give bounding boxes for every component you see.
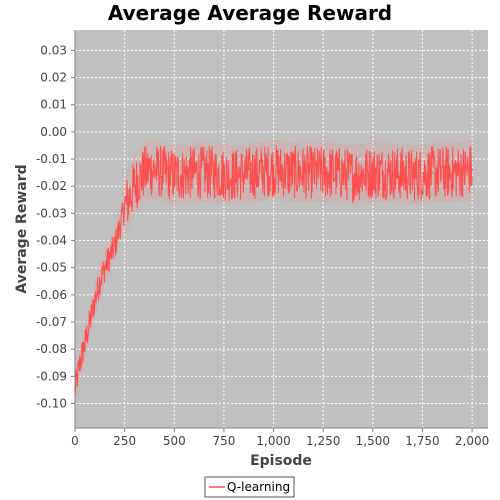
plot-area <box>75 30 488 428</box>
y-tick-label: -0.07 <box>36 315 67 329</box>
data-point <box>138 177 141 179</box>
data-point <box>163 171 166 174</box>
legend-box <box>204 476 295 498</box>
data-point <box>451 171 454 174</box>
y-tick-label: 0.01 <box>40 98 67 112</box>
data-point <box>431 171 434 174</box>
x-axis-label: Episode <box>250 453 312 469</box>
data-point <box>113 245 116 247</box>
data-point <box>471 169 473 171</box>
data-point <box>94 299 96 302</box>
x-tick-label: 750 <box>212 434 235 448</box>
y-tick-label: -0.09 <box>36 369 67 383</box>
chart-title: Average Average Reward <box>108 1 392 25</box>
data-point <box>153 169 156 171</box>
x-tick-label: 0 <box>71 434 79 448</box>
data-point <box>352 174 354 177</box>
data-point <box>108 256 111 258</box>
x-tick-label: 1,000 <box>256 434 290 448</box>
legend-label: Q-learning <box>227 480 290 494</box>
data-point <box>213 171 215 174</box>
data-point <box>312 171 315 174</box>
x-tick-label: 1,250 <box>306 434 340 448</box>
y-tick-label: -0.02 <box>36 179 67 193</box>
legend: Q-learning <box>204 476 295 498</box>
y-tick-label: -0.05 <box>36 261 67 275</box>
data-point <box>103 266 106 269</box>
data-point <box>84 342 86 345</box>
y-tick-label: 0.00 <box>40 125 67 139</box>
y-tick-label: -0.03 <box>36 206 67 220</box>
data-point <box>233 174 235 177</box>
y-tick-label: -0.06 <box>36 288 67 302</box>
data-point <box>89 321 91 323</box>
data-point <box>143 171 146 174</box>
data-point <box>118 226 121 228</box>
y-tick-label: -0.01 <box>36 152 67 166</box>
y-tick-label: -0.04 <box>36 234 67 248</box>
data-point <box>252 171 255 174</box>
data-point <box>332 171 334 174</box>
series-line-q-learning <box>74 144 473 394</box>
x-tick-label: 2,000 <box>455 434 489 448</box>
y-tick-label: 0.03 <box>40 43 67 57</box>
data-point <box>148 169 151 171</box>
x-tick-label: 250 <box>113 434 136 448</box>
data-point <box>123 207 126 209</box>
y-axis-ticks: -0.10 -0.09 -0.08 -0.07 -0.06 -0.05 -0.04 -0.03… <box>36 43 75 411</box>
data-point <box>193 171 195 174</box>
x-tick-label: 1,750 <box>405 434 439 448</box>
data-point <box>128 196 131 198</box>
y-tick-label: 0.02 <box>40 71 67 85</box>
x-tick-label: 1,500 <box>356 434 390 448</box>
data-point <box>391 171 394 174</box>
x-tick-label: 500 <box>163 434 186 448</box>
y-tick-label: -0.08 <box>36 342 67 356</box>
y-tick-label: -0.10 <box>36 397 67 411</box>
data-point <box>79 361 81 364</box>
data-point <box>133 185 136 188</box>
data-point <box>292 171 295 174</box>
y-axis-label: Average Reward <box>14 164 30 293</box>
data-point <box>372 171 374 174</box>
data-point <box>99 280 101 283</box>
data-point <box>411 174 414 177</box>
data-point <box>173 174 176 177</box>
data-point <box>272 169 275 171</box>
x-axis-ticks: 0 250 500 750 1,000 1,250 1,500 1,750 2,000 <box>71 428 489 448</box>
